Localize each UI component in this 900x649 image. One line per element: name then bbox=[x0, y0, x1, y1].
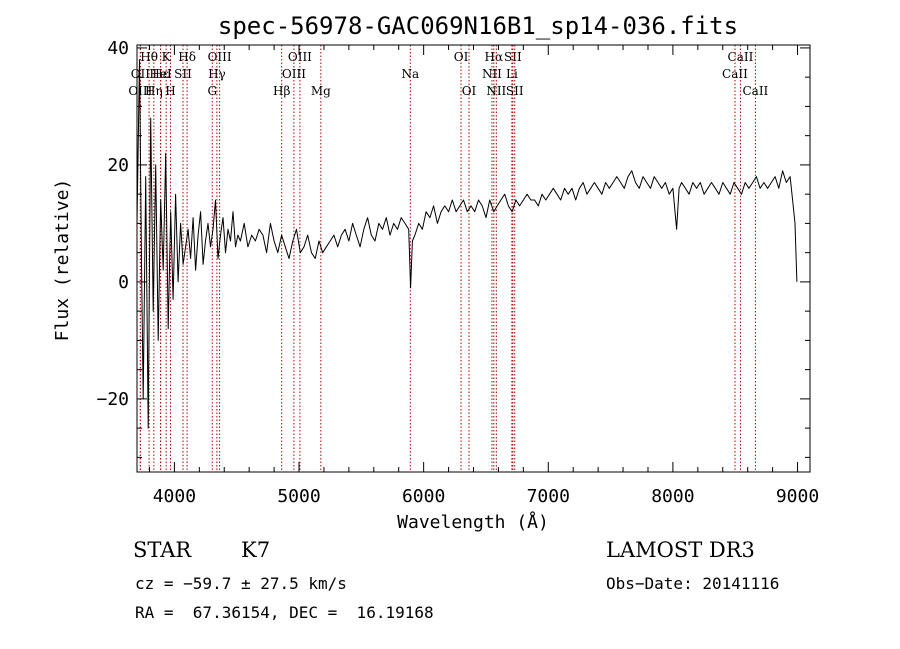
line-marker-label-16: Mg bbox=[311, 84, 331, 98]
line-marker-label-6: SII bbox=[174, 67, 192, 81]
line-marker-label-5: HeI bbox=[149, 67, 172, 81]
line-marker-label-12: G bbox=[207, 84, 217, 98]
line-marker-label-27: CaII bbox=[722, 67, 748, 81]
axis-ticks bbox=[137, 45, 810, 472]
chart-title: spec-56978-GAC069N16B1_sp14-036.fits bbox=[218, 12, 738, 40]
y-tick-label-1: 0 bbox=[118, 272, 129, 293]
line-marker-label-17: Na bbox=[401, 67, 419, 81]
x-tick-label-0: 4000 bbox=[153, 486, 196, 507]
y-tick-label-0: −20 bbox=[96, 389, 129, 410]
line-marker-label-20: Hα bbox=[485, 50, 504, 64]
line-marker-label-24: NII bbox=[486, 84, 506, 98]
survey-label: LAMOST DR3 bbox=[606, 538, 755, 562]
line-marker-label-11: Hγ bbox=[208, 67, 226, 81]
x-tick-label-5: 9000 bbox=[776, 486, 819, 507]
line-marker-label-18: OI bbox=[454, 50, 469, 64]
obs-date-text: Obs−Date: 20141116 bbox=[606, 574, 780, 593]
line-marker-label-14: OIII bbox=[282, 67, 306, 81]
x-axis-label: Wavelength (Å) bbox=[397, 511, 549, 533]
line-marker-label-2: OIII bbox=[128, 84, 152, 98]
radec-text: RA = 67.36154, DEC = 16.19168 bbox=[135, 603, 434, 622]
line-marker-label-19: OI bbox=[462, 84, 477, 98]
spectrum-chart: spec-56978-GAC069N16B1_sp14-036.fits Hθ O… bbox=[52, 12, 819, 533]
class-label: STAR bbox=[133, 538, 192, 562]
line-marker-label-25: SII bbox=[506, 84, 524, 98]
y-tick-label-3: 40 bbox=[107, 38, 129, 59]
line-marker-label-9: Hδ bbox=[178, 50, 196, 64]
line-marker-label-26: CaII bbox=[728, 50, 754, 64]
line-marker-label-13: OIII bbox=[288, 50, 312, 64]
y-tick-label-2: 20 bbox=[107, 155, 129, 176]
spectrum-line bbox=[136, 59, 798, 429]
plot-frame bbox=[136, 44, 811, 473]
subclass-label: K7 bbox=[241, 538, 271, 562]
spectrum-series bbox=[136, 59, 798, 429]
line-marker-label-23: Li bbox=[506, 67, 518, 81]
x-tick-label-1: 5000 bbox=[277, 486, 320, 507]
line-marker-label-7: Hη bbox=[145, 84, 163, 98]
axis-tick-labels: 4000 5000 6000 7000 8000 9000 −20 0 20 40 bbox=[96, 38, 819, 507]
line-marker-label-21: SII bbox=[504, 50, 522, 64]
line-marker-label-10: OIII bbox=[208, 50, 232, 64]
x-tick-label-3: 7000 bbox=[527, 486, 570, 507]
line-marker-label-15: Hβ bbox=[273, 84, 290, 98]
x-tick-label-2: 6000 bbox=[402, 486, 445, 507]
line-marker-label-8: H bbox=[165, 84, 175, 98]
line-marker-label-22: NII bbox=[482, 67, 502, 81]
line-marker-label-28: CaII bbox=[742, 84, 768, 98]
x-tick-label-4: 8000 bbox=[651, 486, 694, 507]
line-marker-label-0: Hθ bbox=[140, 50, 158, 64]
line-marker-label-3: K bbox=[162, 50, 172, 64]
y-axis-label: Flux (relative) bbox=[52, 179, 73, 342]
cz-text: cz = −59.7 ± 27.5 km/s bbox=[135, 574, 347, 593]
